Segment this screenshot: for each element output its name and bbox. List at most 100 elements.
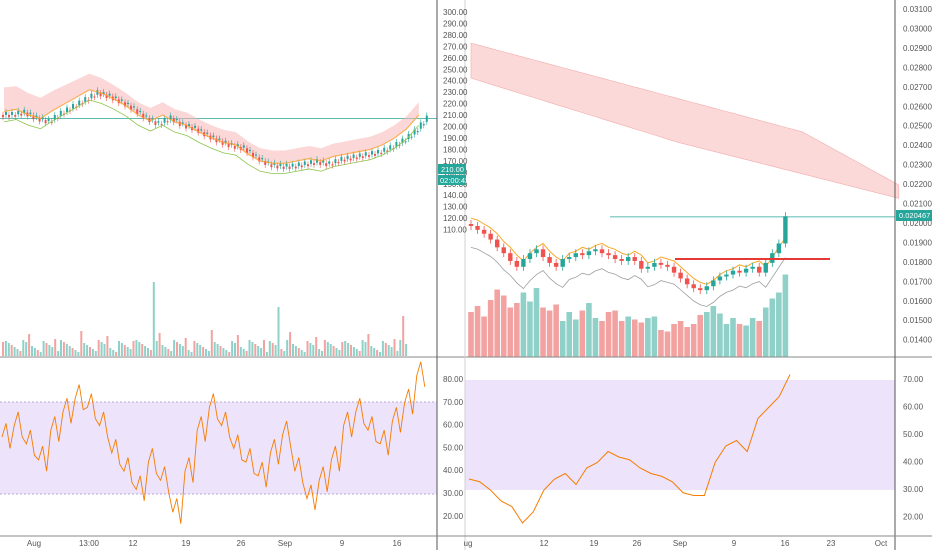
right-volume-bar xyxy=(782,274,789,357)
right-volume-bar xyxy=(592,318,599,357)
left-volume-bar xyxy=(289,332,292,356)
left-volume-bar xyxy=(109,348,112,356)
left-price-tick: 280.00 xyxy=(443,31,468,40)
left-volume-bar xyxy=(315,337,318,356)
left-candle xyxy=(410,136,413,138)
right-time-tick: Sep xyxy=(673,539,688,548)
left-volume-bar xyxy=(280,349,283,356)
left-candle xyxy=(157,121,160,123)
left-volume-bar xyxy=(219,346,222,356)
left-candle xyxy=(255,154,257,156)
left-candle xyxy=(316,159,318,163)
left-candle xyxy=(188,124,190,127)
right-volume-bar xyxy=(664,331,671,357)
left-candle xyxy=(154,121,157,125)
left-ma-line xyxy=(3,89,420,164)
left-volume-bar xyxy=(231,341,234,356)
left-volume-bar xyxy=(184,338,187,356)
left-time-tick: Sep xyxy=(278,539,293,548)
left-candle xyxy=(227,143,230,148)
left-candle xyxy=(124,102,126,107)
left-candle xyxy=(310,160,312,164)
left-volume-bar xyxy=(364,342,367,356)
left-rsi-tick: 30.00 xyxy=(443,489,464,498)
left-price-tick: 130.00 xyxy=(443,203,468,212)
right-candle xyxy=(671,266,677,273)
left-candle xyxy=(349,158,352,161)
left-volume-bar xyxy=(164,347,167,356)
left-volume-bar xyxy=(352,347,355,356)
right-candle xyxy=(527,253,533,260)
right-candle xyxy=(717,276,723,281)
right-candle xyxy=(481,229,487,234)
left-candle xyxy=(84,97,87,102)
left-volume-bar xyxy=(312,345,315,356)
left-candle xyxy=(105,94,108,98)
right-volume-bar xyxy=(677,321,684,357)
left-volume-bar xyxy=(77,352,80,356)
left-time-tick: 26 xyxy=(237,539,246,548)
left-candle xyxy=(206,132,209,134)
left-volume-bar xyxy=(60,340,62,356)
left-candle xyxy=(371,151,373,155)
left-candle xyxy=(114,96,117,98)
left-volume-bar xyxy=(2,342,4,356)
right-candle xyxy=(730,270,736,275)
right-candle xyxy=(704,286,709,291)
left-rsi-panel xyxy=(1,361,426,524)
left-price-axis[interactable]: 300.00 290.00 280.00 270.00 260.00 250.00 240.… xyxy=(443,8,468,235)
left-volume-bar xyxy=(393,339,396,356)
left-volume-bar xyxy=(384,343,387,356)
right-volume-bar xyxy=(618,321,625,357)
left-volume-bar xyxy=(89,347,91,356)
right-volume-bar xyxy=(645,318,651,357)
left-candle xyxy=(319,162,322,165)
left-candle xyxy=(108,93,111,96)
left-lagging-line xyxy=(3,99,420,174)
left-candle xyxy=(151,118,154,120)
left-candle xyxy=(334,159,337,164)
left-volume-bar xyxy=(210,330,213,356)
right-volume-bar xyxy=(612,310,618,357)
left-time-tick: 19 xyxy=(182,539,191,548)
right-candle xyxy=(508,253,513,261)
right-candle xyxy=(534,249,539,254)
right-candle xyxy=(586,251,592,256)
right-volume-bar xyxy=(769,298,776,357)
left-volume-bar xyxy=(115,352,118,356)
left-volume-bar xyxy=(274,345,277,356)
left-time-tick: 12 xyxy=(129,539,138,548)
right-volume-bar xyxy=(566,312,573,357)
left-volume-bar xyxy=(271,343,274,356)
right-volume-bar xyxy=(704,312,710,357)
left-volume-bar xyxy=(97,340,100,356)
left-candle xyxy=(252,152,254,158)
time-axis[interactable]: Aug 13:00 12 19 26 Sep 9 16 ug 12 19 26 Sep 9 16 23 Oct xyxy=(27,539,888,548)
left-candle xyxy=(294,166,297,169)
left-countdown-tag: 02:00:42 xyxy=(438,175,469,185)
right-ma-line xyxy=(470,217,786,285)
left-volume-bar xyxy=(350,345,352,356)
right-volume-bar xyxy=(723,324,730,357)
right-candle xyxy=(678,272,683,279)
left-candle xyxy=(386,150,389,152)
right-candle xyxy=(639,260,644,269)
left-volume-bar xyxy=(323,340,326,356)
left-candle xyxy=(96,90,99,95)
left-volume-bar xyxy=(138,342,141,356)
right-volume-bar xyxy=(710,306,717,357)
right-volume-bar xyxy=(586,303,592,357)
left-volume-bar xyxy=(373,348,376,356)
right-last-price-tag: 0.020467 xyxy=(896,210,932,221)
left-candle xyxy=(172,118,175,123)
left-volume-bar xyxy=(126,347,129,356)
left-volume-bar xyxy=(71,348,74,356)
right-rsi-axis: 70.00 60.00 50.00 40.00 30.00 20.00 xyxy=(903,375,924,522)
